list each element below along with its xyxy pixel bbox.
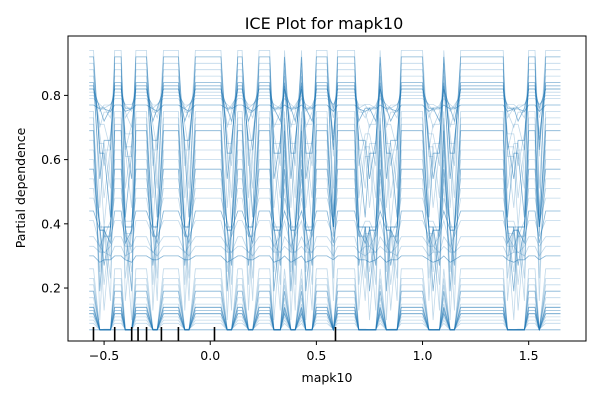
ice-curve xyxy=(89,62,561,208)
ice-curve xyxy=(89,277,561,331)
ice-curve xyxy=(89,306,561,331)
ice-curve xyxy=(89,50,561,228)
ice-curves xyxy=(89,50,561,332)
ice-curve xyxy=(89,82,561,179)
ice-curve xyxy=(89,308,561,332)
y-tick-label: 0.8 xyxy=(41,88,61,103)
ice-curve xyxy=(89,306,561,331)
ice-curve xyxy=(89,88,561,129)
ice-curve xyxy=(89,88,561,123)
ice-curve xyxy=(89,97,561,109)
y-tick-label: 0.6 xyxy=(41,152,61,167)
plot-frame xyxy=(67,35,587,342)
ice-curve xyxy=(89,312,561,332)
ice-curve xyxy=(89,85,561,151)
ice-curve xyxy=(89,315,561,331)
ice-curve xyxy=(89,197,561,238)
ice-curve xyxy=(89,75,561,189)
x-tick-label: 1.0 xyxy=(413,348,433,363)
ice-curve xyxy=(89,312,561,332)
x-tick-label: 1.5 xyxy=(519,348,539,363)
ice-curve xyxy=(89,308,561,332)
ice-curve xyxy=(89,111,561,321)
ice-curve xyxy=(89,168,561,266)
ice-curve xyxy=(89,303,561,331)
x-tick-label: 0.0 xyxy=(200,348,220,363)
y-axis-label: Partial dependence xyxy=(13,127,28,248)
y-tick-label: 0.4 xyxy=(41,216,61,231)
ice-curve xyxy=(89,149,561,279)
ice-curve xyxy=(89,268,561,331)
x-tick-label: 0.5 xyxy=(306,348,326,363)
ice-curve xyxy=(89,319,561,331)
rug-marks xyxy=(92,327,337,341)
x-axis-ticks: −0.5 0.0 0.5 1.0 1.5 xyxy=(89,341,539,363)
ice-curve xyxy=(89,159,561,273)
ice-curve xyxy=(89,209,561,245)
ice-curve xyxy=(89,219,561,248)
ice-curve xyxy=(89,178,561,260)
x-axis-label: mapk10 xyxy=(302,370,353,385)
ice-curve xyxy=(89,297,561,331)
ice-curve xyxy=(89,94,561,113)
ice-curve xyxy=(89,123,561,301)
ice-curve xyxy=(89,255,561,263)
x-tick-label: −0.5 xyxy=(89,348,119,363)
ice-curve xyxy=(89,290,561,331)
y-axis-ticks: 0.2 0.4 0.6 0.8 xyxy=(41,88,68,296)
ice-curve xyxy=(89,322,561,331)
y-tick-label: 0.2 xyxy=(41,281,61,296)
ice-curve xyxy=(89,245,561,257)
ice-curve xyxy=(89,235,561,254)
ice-curve xyxy=(89,188,561,253)
ice-curve xyxy=(89,85,561,167)
ice-curve xyxy=(89,56,561,218)
ice-curve xyxy=(89,284,561,331)
ice-curve xyxy=(89,69,561,199)
ice-curve xyxy=(89,104,561,113)
ice-curve xyxy=(89,130,561,292)
ice-curve xyxy=(89,90,561,120)
chart-title: ICE Plot for mapk10 xyxy=(245,14,404,33)
ice-curve xyxy=(89,117,561,311)
ice-curve xyxy=(89,139,561,285)
